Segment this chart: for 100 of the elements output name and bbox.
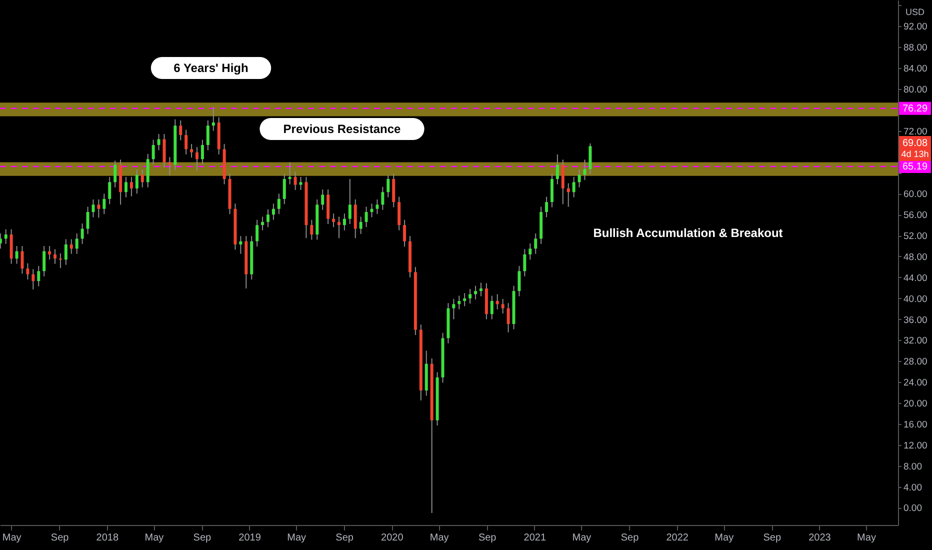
x-tick-label: 2019 (238, 532, 262, 544)
candlestick (386, 174, 390, 198)
y-tick-label: 8.00 (904, 461, 922, 472)
candlestick (32, 268, 35, 290)
x-tick-label: 2020 (381, 532, 404, 544)
candlestick (140, 169, 144, 188)
candlestick (20, 246, 24, 274)
x-tick-label: May (287, 532, 306, 544)
y-tick-label: 80.00 (904, 84, 928, 96)
ref-line-label: 76.29 (902, 103, 928, 114)
candlestick (566, 182, 570, 208)
candlestick (162, 134, 166, 168)
candlestick (392, 173, 396, 208)
candlestick (490, 295, 494, 320)
candlestick (86, 206, 90, 234)
candlestick (506, 302, 510, 333)
x-tick-label: May (2, 532, 22, 544)
candlestick (556, 154, 559, 185)
candlestick (4, 228, 8, 244)
x-tick-label: Sep (478, 532, 497, 544)
y-tick-label: 84.00 (904, 64, 928, 75)
y-tick-label: 28.00 (904, 356, 928, 368)
x-tick-label: Sep (50, 532, 70, 544)
candlestick (196, 146, 198, 172)
candlestick (337, 216, 340, 239)
annotation: 6 Years' High (174, 61, 248, 75)
candlestick (152, 139, 155, 165)
x-tick-label: 2021 (524, 532, 546, 544)
candlestick (135, 169, 138, 194)
candlestick (256, 219, 259, 248)
x-tick-label: 2022 (666, 532, 689, 544)
annotation: Previous Resistance (283, 122, 402, 136)
candlestick (26, 262, 30, 280)
candlestick (545, 196, 548, 218)
y-tick-label: 4.00 (904, 482, 922, 494)
candlestick (583, 159, 586, 181)
y-tick-label: 52.00 (904, 231, 928, 242)
candlestick (212, 106, 215, 132)
y-tick-label: 32.00 (904, 336, 928, 347)
y-tick-label: 60.00 (904, 189, 928, 200)
candlestick (523, 248, 526, 277)
candlestick (282, 173, 286, 205)
candlestick (376, 198, 379, 215)
candlestick (190, 143, 194, 158)
candlestick (124, 176, 128, 198)
candlestick (146, 153, 150, 188)
candlestick (80, 223, 84, 244)
candlestick (239, 236, 242, 254)
candlestick (37, 265, 40, 287)
text: USD (905, 7, 925, 17)
candlestick (501, 298, 504, 314)
candlestick (458, 295, 461, 310)
y-tick-label: 88.00 (904, 42, 928, 54)
candlestick (15, 246, 18, 264)
candlestick (452, 298, 456, 320)
x-tick-label: May (144, 532, 164, 544)
x-tick-label: Sep (763, 532, 782, 544)
x-tick-label: Sep (336, 532, 354, 544)
x-tick-label: 2018 (96, 532, 119, 544)
text: 69.08 (902, 138, 928, 149)
candlestick (130, 176, 133, 197)
candlestick (321, 188, 324, 210)
candlestick (75, 232, 78, 254)
annotation: Bullish Accumulation & Breakout (593, 226, 783, 240)
candlestick (364, 206, 368, 228)
ref-line-label: 65.19 (902, 162, 928, 173)
candlestick (561, 159, 564, 205)
y-tick-label: 72.00 (904, 126, 928, 138)
candlestick (168, 156, 172, 176)
x-tick-label: May (714, 532, 734, 544)
x-tick-label: May (430, 532, 449, 544)
y-tick-label: 12.00 (904, 440, 928, 452)
candlestick (479, 282, 482, 297)
candlestick (398, 196, 401, 231)
candlestick (332, 213, 336, 228)
y-tick-label: 16.00 (904, 419, 928, 430)
candlestick (48, 246, 52, 260)
candlestick (261, 216, 264, 231)
candlestick (310, 219, 314, 240)
candlestick (200, 139, 204, 165)
candlestick (572, 176, 576, 198)
candlestick (206, 120, 210, 151)
candlestick (359, 216, 362, 234)
candlestick (114, 160, 117, 188)
candlestick (370, 203, 374, 218)
candlestick (272, 203, 275, 220)
y-tick-label: 40.00 (904, 294, 928, 305)
y-tick-label: 56.00 (904, 210, 928, 222)
candlestick (184, 129, 188, 155)
y-tick-label: 36.00 (904, 314, 928, 326)
candlestick (42, 246, 46, 277)
y-tick-label: 92.00 (904, 22, 928, 33)
candlestick (518, 265, 521, 297)
candlestick (348, 178, 352, 225)
candlestick (157, 134, 160, 151)
candlestick (64, 238, 68, 266)
candlestick (70, 238, 73, 254)
x-tick-label: May (572, 532, 592, 544)
candlestick (463, 292, 466, 307)
y-tick-label: 0.00 (904, 503, 922, 514)
